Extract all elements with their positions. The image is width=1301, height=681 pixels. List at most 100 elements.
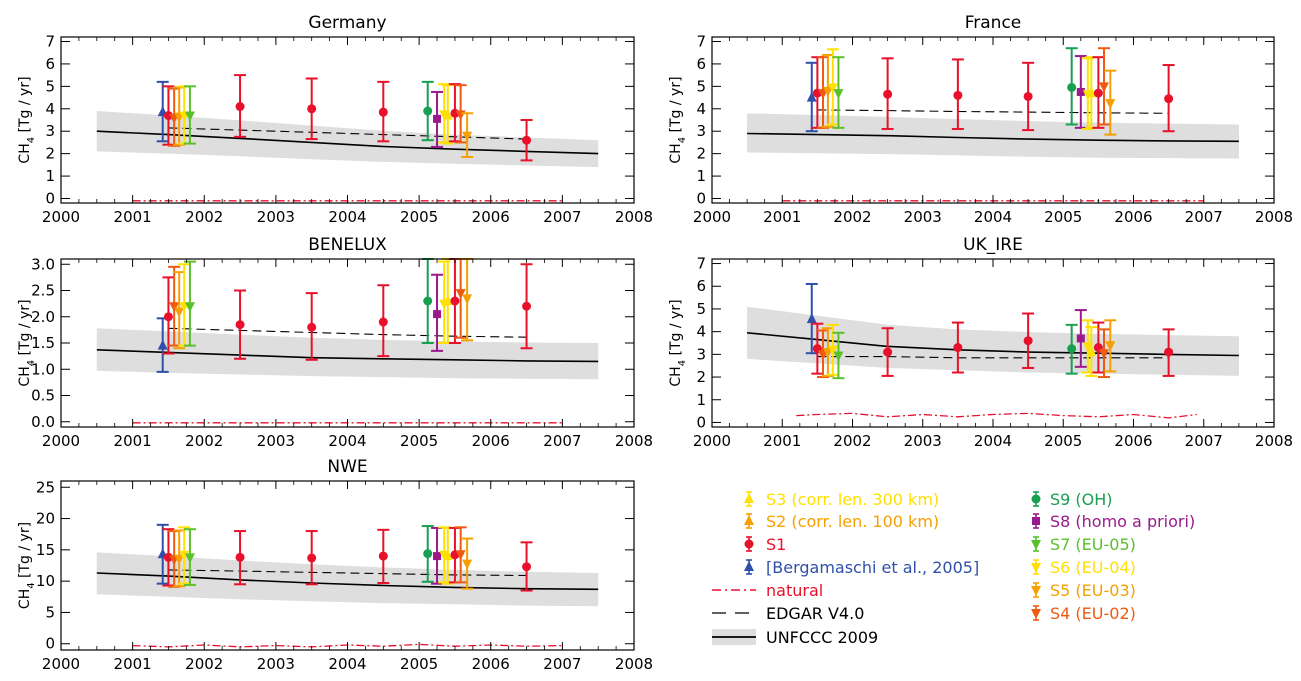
point-marker [1098, 349, 1109, 360]
x-tick-label: 2007 [1185, 432, 1223, 450]
data-point-s9 [1065, 47, 1078, 126]
legend-label: natural [766, 581, 823, 600]
data-point-s1 [162, 276, 175, 355]
point-marker [184, 111, 195, 122]
point-marker [235, 320, 245, 330]
legend-label: S8 (homo a priori) [1050, 512, 1195, 531]
y-tick-label: 2 [45, 145, 55, 163]
y-label-main: CH [17, 143, 33, 163]
data-point-s7 [832, 331, 845, 380]
y-tick-label: 2 [696, 368, 706, 386]
data-point-s1 [1022, 61, 1035, 132]
y-tick-label: 5 [45, 77, 55, 95]
point-marker [235, 102, 245, 112]
y-label-unit: [Tg / yr] [17, 76, 33, 136]
edgar-line [817, 356, 1169, 359]
legend-marker [1031, 586, 1041, 596]
data-point-s5 [173, 271, 186, 350]
x-tick-label: 2008 [615, 655, 653, 673]
point-marker [433, 310, 442, 319]
data-point-s1 [162, 85, 175, 146]
point-marker [235, 552, 245, 562]
unfccc-line [96, 572, 599, 591]
x-tick-label: 2008 [615, 208, 653, 226]
data-point-s4 [1097, 47, 1110, 126]
x-tick-label: 2007 [543, 208, 581, 226]
point-marker [307, 104, 317, 114]
data-point-s9 [421, 258, 434, 344]
data-point-s8 [431, 90, 444, 148]
point-marker [423, 296, 433, 306]
natural-line [796, 412, 1197, 419]
y-tick-label: 1 [696, 167, 706, 185]
legend-item-s5: S5 (EU-03) [1031, 581, 1136, 600]
point-marker [883, 89, 893, 99]
y-tick-label: 2.5 [31, 282, 55, 300]
point-marker [522, 562, 532, 572]
legend-label: S5 (EU-03) [1050, 581, 1136, 600]
x-tick-label: 2000 [42, 208, 80, 226]
legend-label: EDGAR V4.0 [766, 604, 864, 623]
panel-france: 2000 2001 2002 2003 2004 2005 2006 2007 2008 0 1 2 3… [668, 13, 1293, 226]
legend-marker [744, 561, 754, 571]
data-point-s1 [520, 263, 533, 350]
point-marker [455, 289, 466, 300]
point-marker [883, 347, 893, 357]
legend-item-s1: S1 [744, 535, 786, 554]
data-point-s8 [1074, 309, 1087, 368]
legend-marker [1031, 609, 1041, 619]
data-point-s1 [881, 327, 894, 377]
point-marker [833, 89, 844, 100]
panel-title: BENELUX [308, 235, 387, 255]
point-marker [522, 301, 532, 311]
y-axis-label: CH4 [Tg / yr] [17, 299, 37, 386]
legend-label: S6 (EU-04) [1050, 558, 1136, 577]
point-marker [462, 294, 473, 305]
y-tick-label: 15 [36, 541, 55, 559]
x-tick-label: 2006 [1114, 432, 1152, 450]
y-axis-label: CH4 [Tg / yr] [668, 299, 688, 386]
panel-uk-ire: 2000 2001 2002 2003 2004 2005 2006 2007 2008 0 1 2 3… [668, 235, 1293, 450]
y-tick-label: 0 [45, 635, 55, 653]
y-tick-label: 25 [36, 478, 55, 496]
point-marker [307, 553, 317, 563]
y-tick-label: 3 [696, 122, 706, 140]
data-point-s9 [421, 525, 434, 583]
legend-item-s7: S7 (EU-05) [1031, 535, 1136, 554]
point-marker [806, 91, 817, 102]
y-tick-label: 1 [45, 167, 55, 185]
data-point-s1 [162, 528, 175, 587]
legend-item-s8: S8 (homo a priori) [1032, 512, 1195, 531]
x-tick-label: 2001 [763, 432, 801, 450]
point-marker [163, 312, 173, 322]
point-marker [442, 295, 453, 305]
point-marker [827, 345, 838, 356]
y-tick-label: 3 [45, 122, 55, 140]
y-axis-label: CH4 [Tg / yr] [17, 76, 37, 163]
data-point-s1 [1162, 64, 1175, 133]
x-tick-label: 2003 [257, 655, 295, 673]
data-point-s1 [305, 77, 318, 141]
point-marker [450, 296, 460, 306]
data-point-s6 [178, 526, 191, 585]
y-tick-label: 4 [696, 100, 706, 118]
unfccc-uncertainty-band [747, 306, 1239, 376]
data-point-s8 [431, 273, 444, 352]
data-point-s1 [1162, 328, 1175, 377]
y-tick-label: 6 [696, 55, 706, 73]
y-tick-label: 4 [45, 100, 55, 118]
legend-item-s3: S3 (corr. len. 300 km) [744, 490, 939, 509]
y-tick-label: 7 [696, 32, 706, 50]
point-marker [455, 550, 466, 561]
unfccc-uncertainty-band [747, 113, 1239, 159]
point-marker [1105, 341, 1116, 352]
x-tick-label: 2000 [693, 432, 731, 450]
data-point-s1 [234, 530, 247, 586]
data-point-s9 [421, 80, 434, 142]
point-marker [1105, 99, 1116, 110]
data-point-s8 [1074, 55, 1087, 129]
x-tick-label: 2006 [1114, 208, 1152, 226]
x-tick-label: 2008 [1255, 432, 1293, 450]
x-tick-label: 2003 [257, 208, 295, 226]
y-tick-label: 0.5 [31, 387, 55, 405]
